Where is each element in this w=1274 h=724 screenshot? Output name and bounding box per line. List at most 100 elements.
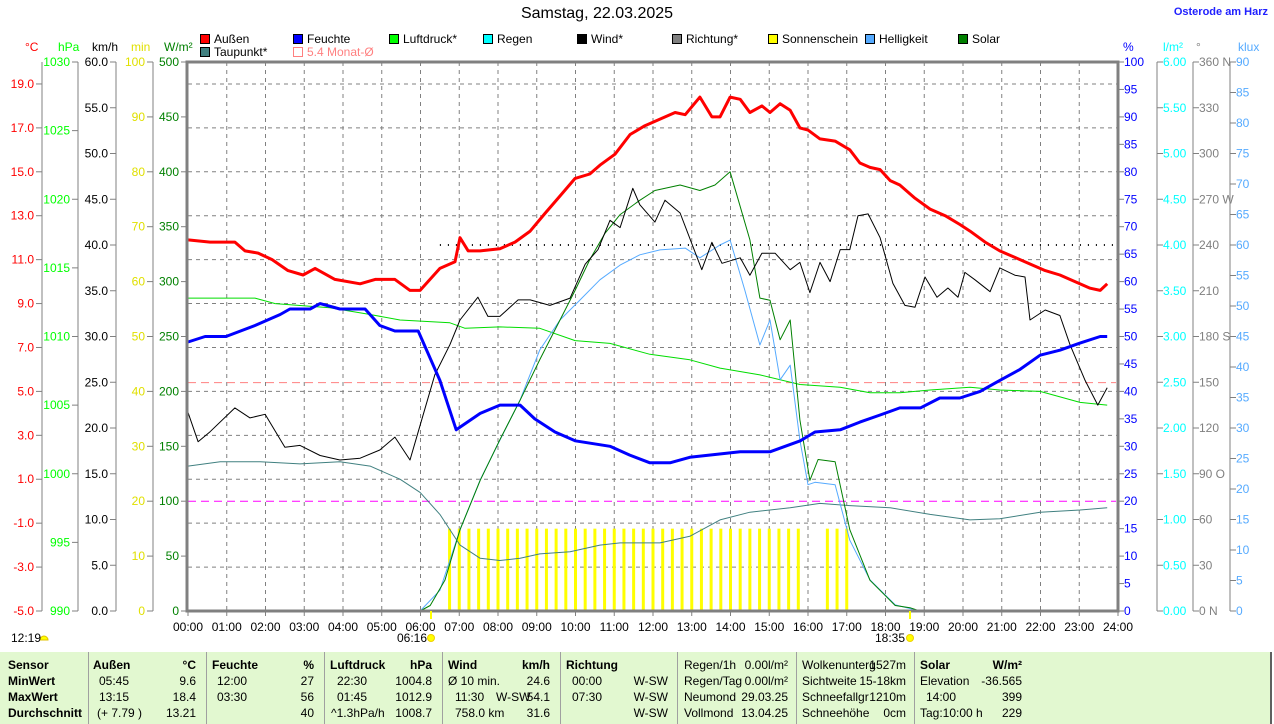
axis-tick-label: 500 <box>159 55 179 69</box>
axis-tick-label: 75 <box>1124 192 1138 206</box>
richtung-max: W-SW <box>633 690 668 704</box>
legend-label: Sonnenschein <box>782 32 859 46</box>
axis-tick-label: 300 <box>1199 147 1219 161</box>
feuchte-min-time: 12:00 <box>217 674 248 688</box>
sunset-marker <box>909 611 911 619</box>
axis-tick-label: 0 <box>172 604 179 618</box>
feuchte-min: 27 <box>300 674 314 688</box>
row-header-avg: Durchschnitt <box>8 706 83 720</box>
axis-tick-label: 330 <box>1199 101 1219 115</box>
sunshine-bar <box>564 528 568 611</box>
legend-swatch <box>293 47 303 57</box>
axis-tick-label: 70 <box>1124 220 1138 234</box>
sunshine-bar <box>535 528 539 611</box>
sunshine-bar <box>738 528 742 611</box>
legend-swatch <box>200 34 210 44</box>
x-axis-tick-label: 02:00 <box>250 620 280 634</box>
axis-tick-label: 45 <box>1124 357 1138 371</box>
sunshine-bar <box>748 528 752 611</box>
x-axis-tick-label: 00:00 <box>173 620 203 634</box>
series-line-luftdruck <box>188 297 1108 406</box>
axis-unit-solar: W/m² <box>164 40 193 54</box>
solar-unit: W/m² <box>992 658 1022 672</box>
axis-unit-press: hPa <box>58 40 80 54</box>
aussen-min: 9.6 <box>179 674 196 688</box>
axis-tick-label: 30 <box>1236 421 1250 435</box>
axis-tick-label: 60 <box>1124 275 1138 289</box>
divider <box>796 652 797 724</box>
wolken-value: 1527m <box>869 658 906 672</box>
feuchte-max: 56 <box>300 690 314 704</box>
axis-tick-label: 60 <box>1236 238 1250 252</box>
axis-tick-label: -5.0 <box>13 604 34 618</box>
luftdruck-min: 1004.8 <box>395 674 432 688</box>
sunshine-bar <box>796 528 800 611</box>
axis-tick-label: 5 <box>1124 577 1131 591</box>
axis-tick-label: 65 <box>1236 208 1250 222</box>
legend-label: Helligkeit <box>879 32 928 46</box>
divider <box>88 652 89 724</box>
axis-tick-label: 100 <box>1124 55 1144 69</box>
sunshine-bar <box>787 528 791 611</box>
wind-min-label: Ø 10 min. <box>448 674 501 688</box>
legend-swatch <box>389 34 399 44</box>
sunrise-time: 06:16 <box>397 631 428 645</box>
axis-tick-label: 350 <box>159 220 179 234</box>
page-title: Samstag, 22.03.2025 <box>520 5 674 22</box>
x-axis-tick-label: 21:00 <box>987 620 1017 634</box>
richtung-avg: W-SW <box>633 706 668 720</box>
axis-tick-label: 60 <box>1199 513 1213 527</box>
legend-item-au-en: Außen <box>200 32 249 46</box>
aussen-avg: 13.21 <box>165 706 196 720</box>
wind-unit: km/h <box>521 658 550 672</box>
axis-tick-label: 40 <box>1236 360 1250 374</box>
sunshine-bar <box>457 528 461 611</box>
legend-item-taupunkt-: Taupunkt* <box>200 45 267 59</box>
feuchte-title: Feuchte <box>212 658 259 672</box>
regen-value: 0.00l/m² <box>744 658 788 672</box>
axis-tick-label: 10.0 <box>85 513 109 527</box>
axis-tick-label: 70 <box>132 220 146 234</box>
sunshine-bar <box>632 528 636 611</box>
axis-tick-label: 25 <box>1236 452 1250 466</box>
axis-tick-label: 40.0 <box>85 238 109 252</box>
wind-avg: 31.6 <box>526 706 550 720</box>
axis-tick-label: 60.0 <box>85 55 109 69</box>
x-axis-tick-label: 10:00 <box>560 620 590 634</box>
x-axis-tick-label: 05:00 <box>367 620 397 634</box>
legend-label: Solar <box>972 32 1001 46</box>
axis-tick-label: 1025 <box>43 124 70 138</box>
x-axis-tick-label: 08:00 <box>483 620 513 634</box>
aussen-min-time: 05:45 <box>99 674 130 688</box>
sunshine-bar <box>515 528 519 611</box>
divider <box>324 652 325 724</box>
luftdruck-title: Luftdruck <box>330 658 386 672</box>
x-axis-tick-label: 20:00 <box>948 620 978 634</box>
regen-label: Neumond <box>684 690 737 704</box>
axis-unit-lux: klux <box>1238 40 1259 54</box>
axis-tick-label: 3.50 <box>1163 284 1187 298</box>
axis-tick-label: 0.00 <box>1163 604 1187 618</box>
row-header-min: MinWert <box>8 674 56 688</box>
sunshine-bar <box>709 528 713 611</box>
axis-tick-label: 55.0 <box>85 101 109 115</box>
aussen-max: 18.4 <box>172 690 196 704</box>
wolken-value: 1210m <box>869 690 906 704</box>
axis-tick-label: 2.50 <box>1163 375 1187 389</box>
axis-tick-label: 90 <box>1124 110 1138 124</box>
axis-tick-label: 17.0 <box>11 121 35 135</box>
axis-tick-label: 210 <box>1199 284 1219 298</box>
richtung-title: Richtung <box>566 658 618 672</box>
x-axis-tick-label: 14:00 <box>715 620 745 634</box>
axis-tick-label: 30 <box>1124 439 1138 453</box>
sunshine-bar <box>758 528 762 611</box>
wolken-value: 15-18km <box>859 674 906 688</box>
sunshine-bar <box>661 528 665 611</box>
axis-tick-label: 50 <box>1236 299 1250 313</box>
sunshine-bar <box>544 528 548 611</box>
axis-unit-hum: % <box>1123 40 1134 54</box>
sunshine-bar <box>574 528 577 611</box>
row-header-sensor: Sensor <box>8 658 49 672</box>
location-label: Osterode am Harz <box>1173 6 1268 18</box>
sunshine-bar <box>699 528 703 611</box>
